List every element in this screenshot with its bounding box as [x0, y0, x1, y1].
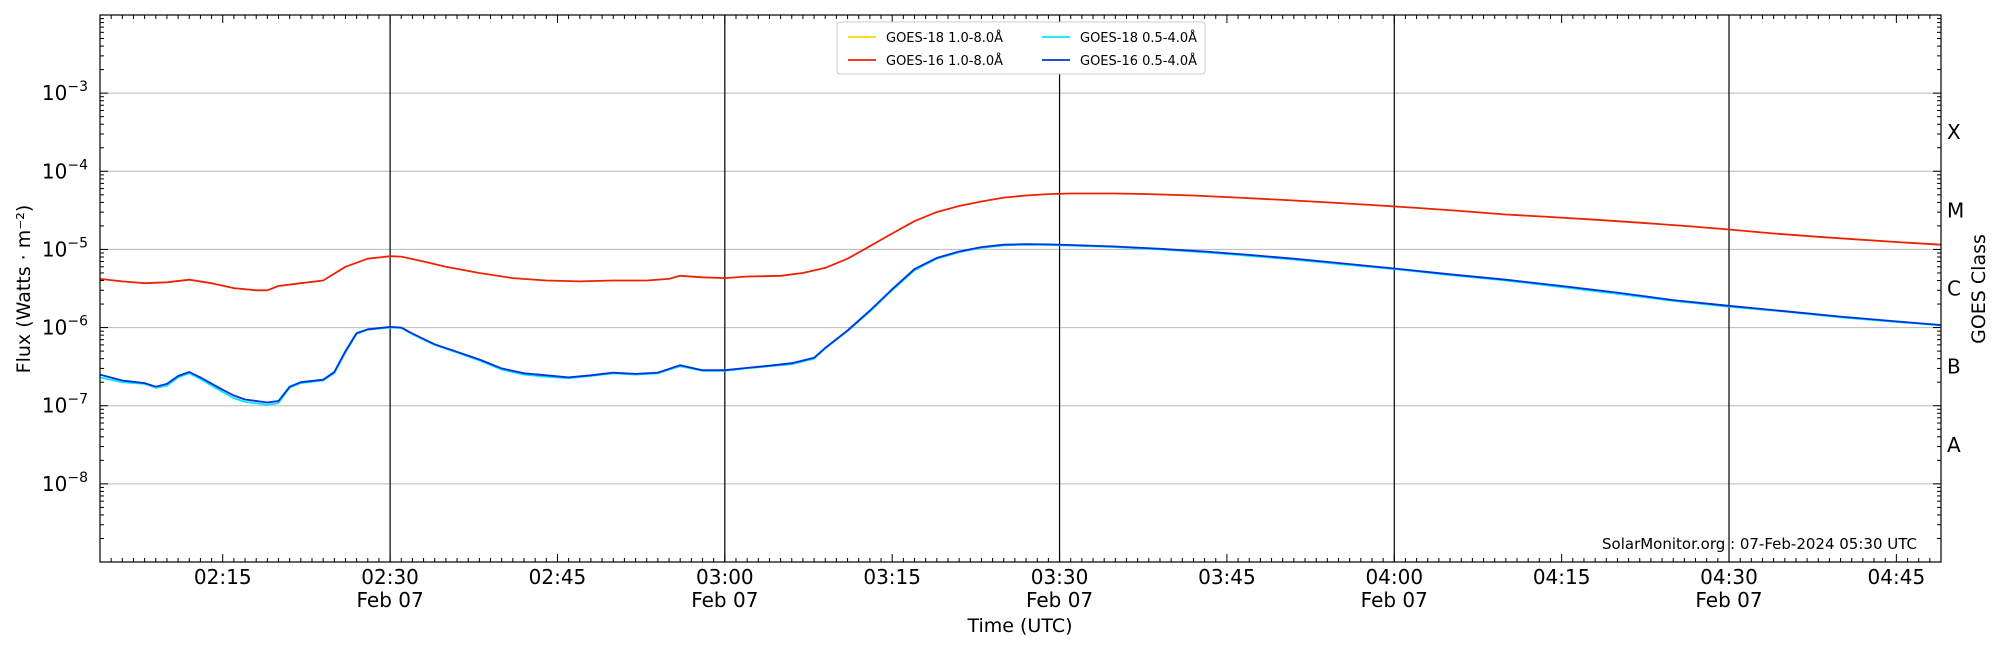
series-line-2 [99, 243, 1942, 406]
plot-frame [99, 14, 1942, 563]
x-tick-time-label: 03:30 [1031, 565, 1089, 589]
goes-class-label: X [1947, 120, 1961, 144]
x-tick-time-label: 03:45 [1198, 565, 1256, 589]
y-tick-label: 10−5 [42, 235, 88, 261]
x-tick-date-label: Feb 07 [691, 588, 758, 612]
legend: GOES-18 1.0-8.0Å GOES-18 0.5-4.0Å GOES-16 … [836, 21, 1206, 75]
right-axis-label: GOES Class [1968, 234, 1990, 344]
y-tick-label: 10−8 [42, 470, 88, 496]
y-tick-label: 10−7 [42, 392, 88, 418]
vertical-day-lines [389, 15, 1730, 562]
tick-layer [99, 15, 1942, 563]
x-tick-time-label: 03:15 [863, 565, 921, 589]
x-tick-time-label: 04:15 [1533, 565, 1591, 589]
legend-label: GOES-16 0.5-4.0Å [1080, 53, 1197, 69]
y-tick-label: 10−6 [42, 314, 88, 340]
goes-class-label: B [1947, 355, 1961, 379]
goes-class-labels: A B C M X [1947, 120, 1964, 457]
legend-label: GOES-16 1.0-8.0Å [886, 53, 1003, 69]
y-tick-labels: 10−8 10−7 10−6 10−5 10−4 10−3 [42, 79, 88, 496]
x-tick-time-label: 02:45 [529, 565, 587, 589]
x-tick-date-label: Feb 07 [356, 588, 423, 612]
x-tick-time-label: 02:15 [194, 565, 252, 589]
x-tick-time-label: 02:30 [361, 565, 419, 589]
x-tick-time-label: 04:45 [1868, 565, 1926, 589]
x-tick-time-label: 04:00 [1365, 565, 1423, 589]
x-tick-date-label: Feb 07 [1361, 588, 1428, 612]
legend-box [836, 21, 1206, 75]
credit-text: SolarMonitor.org : 07-Feb-2024 05:30 UTC [1602, 535, 1917, 553]
x-tick-time-label: 03:00 [696, 565, 754, 589]
y-axis-label: Flux (Watts · m⁻²) [13, 205, 35, 374]
legend-label: GOES-18 1.0-8.0Å [886, 30, 1003, 46]
x-tick-date-label: Feb 07 [1026, 588, 1093, 612]
series-layer [99, 192, 1942, 406]
y-tick-label: 10−4 [42, 157, 88, 183]
series-line-3 [99, 243, 1942, 404]
grid-layer [100, 92, 1941, 485]
x-tick-time-label: 04:30 [1700, 565, 1758, 589]
y-tick-label: 10−3 [42, 79, 88, 105]
x-axis-label: Time (UTC) [966, 615, 1072, 637]
goes-class-label: C [1947, 277, 1961, 301]
goes-class-label: M [1947, 198, 1964, 222]
legend-label: GOES-18 0.5-4.0Å [1080, 30, 1197, 46]
series-line-1 [99, 192, 1942, 292]
x-tick-date-label: Feb 07 [1695, 588, 1762, 612]
goes-class-label: A [1947, 433, 1961, 457]
